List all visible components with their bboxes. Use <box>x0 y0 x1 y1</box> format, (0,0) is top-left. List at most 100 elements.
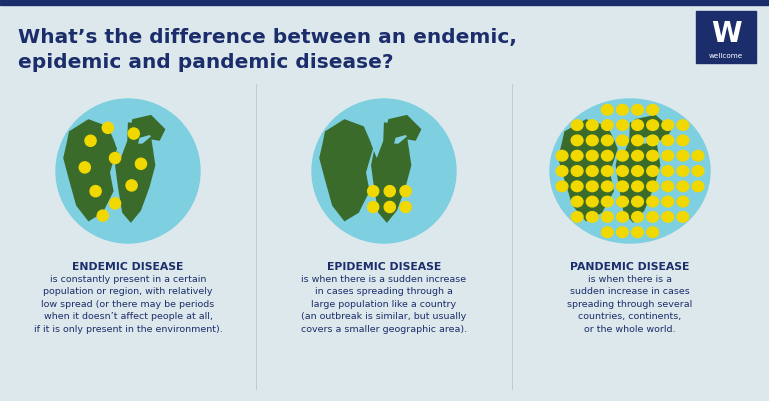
Ellipse shape <box>571 197 583 207</box>
Text: PANDEMIC DISEASE: PANDEMIC DISEASE <box>571 261 690 271</box>
Polygon shape <box>616 123 661 223</box>
Ellipse shape <box>97 211 108 222</box>
Text: epidemic and pandemic disease?: epidemic and pandemic disease? <box>18 53 394 71</box>
Ellipse shape <box>586 120 598 131</box>
Ellipse shape <box>128 129 139 140</box>
Ellipse shape <box>556 151 568 162</box>
Ellipse shape <box>586 151 598 162</box>
Polygon shape <box>129 115 165 142</box>
Ellipse shape <box>601 182 613 192</box>
Ellipse shape <box>556 166 568 177</box>
Ellipse shape <box>692 182 704 192</box>
Ellipse shape <box>102 123 113 134</box>
Text: is constantly present in a certain
population or region, with relatively
low spr: is constantly present in a certain popul… <box>34 274 222 333</box>
Ellipse shape <box>56 100 200 243</box>
Ellipse shape <box>631 166 644 177</box>
Ellipse shape <box>647 197 658 207</box>
Ellipse shape <box>617 227 628 238</box>
Ellipse shape <box>631 120 644 131</box>
Ellipse shape <box>677 136 689 146</box>
Ellipse shape <box>647 136 658 146</box>
Ellipse shape <box>647 120 658 131</box>
Polygon shape <box>631 115 671 142</box>
Ellipse shape <box>631 212 644 223</box>
Ellipse shape <box>601 197 613 207</box>
Ellipse shape <box>677 120 689 131</box>
Text: wellcome: wellcome <box>709 53 743 59</box>
Ellipse shape <box>617 166 628 177</box>
Ellipse shape <box>692 151 704 162</box>
Ellipse shape <box>677 151 689 162</box>
Ellipse shape <box>631 136 644 146</box>
Ellipse shape <box>662 136 674 146</box>
Text: ENDEMIC DISEASE: ENDEMIC DISEASE <box>72 261 184 271</box>
Ellipse shape <box>571 182 583 192</box>
Ellipse shape <box>312 100 456 243</box>
Text: is when there is a sudden increase
in cases spreading through a
large population: is when there is a sudden increase in ca… <box>301 274 467 333</box>
Polygon shape <box>63 120 117 222</box>
Ellipse shape <box>617 136 628 146</box>
Ellipse shape <box>400 202 411 213</box>
Ellipse shape <box>85 136 96 147</box>
Ellipse shape <box>368 186 379 197</box>
Ellipse shape <box>617 120 628 131</box>
Ellipse shape <box>556 182 568 192</box>
Ellipse shape <box>662 120 674 131</box>
Bar <box>0 0 769 6</box>
Ellipse shape <box>677 197 689 207</box>
Ellipse shape <box>662 182 674 192</box>
Ellipse shape <box>90 186 102 197</box>
Ellipse shape <box>677 166 689 177</box>
Ellipse shape <box>677 182 689 192</box>
Polygon shape <box>371 120 384 159</box>
Ellipse shape <box>647 151 658 162</box>
Ellipse shape <box>109 153 121 164</box>
Polygon shape <box>115 123 155 223</box>
Ellipse shape <box>126 180 137 192</box>
Ellipse shape <box>617 182 628 192</box>
Ellipse shape <box>586 136 598 146</box>
Ellipse shape <box>368 202 379 213</box>
Polygon shape <box>558 120 618 222</box>
Ellipse shape <box>647 227 658 238</box>
Ellipse shape <box>400 186 411 197</box>
Polygon shape <box>371 123 411 223</box>
Bar <box>696 12 756 64</box>
Ellipse shape <box>647 105 658 116</box>
Ellipse shape <box>647 166 658 177</box>
Ellipse shape <box>571 136 583 146</box>
Ellipse shape <box>617 151 628 162</box>
Ellipse shape <box>601 151 613 162</box>
Ellipse shape <box>617 212 628 223</box>
Ellipse shape <box>601 136 613 146</box>
Text: What’s the difference between an endemic,: What’s the difference between an endemic… <box>18 28 517 47</box>
Polygon shape <box>641 136 656 144</box>
Ellipse shape <box>601 105 613 116</box>
Ellipse shape <box>631 151 644 162</box>
Ellipse shape <box>601 227 613 238</box>
Ellipse shape <box>79 162 91 174</box>
Ellipse shape <box>109 198 121 209</box>
Ellipse shape <box>550 100 710 243</box>
Text: W: W <box>711 20 741 48</box>
Ellipse shape <box>647 182 658 192</box>
Ellipse shape <box>586 197 598 207</box>
Ellipse shape <box>631 105 644 116</box>
Ellipse shape <box>677 212 689 223</box>
Ellipse shape <box>571 151 583 162</box>
Polygon shape <box>394 136 407 144</box>
Ellipse shape <box>384 186 395 197</box>
Ellipse shape <box>384 202 395 213</box>
Polygon shape <box>616 120 630 159</box>
Ellipse shape <box>586 182 598 192</box>
Ellipse shape <box>586 166 598 177</box>
Text: EPIDEMIC DISEASE: EPIDEMIC DISEASE <box>327 261 441 271</box>
Ellipse shape <box>571 166 583 177</box>
Ellipse shape <box>601 212 613 223</box>
Polygon shape <box>319 120 373 222</box>
Ellipse shape <box>662 197 674 207</box>
Ellipse shape <box>631 227 644 238</box>
Ellipse shape <box>647 212 658 223</box>
Ellipse shape <box>617 105 628 116</box>
Ellipse shape <box>662 166 674 177</box>
